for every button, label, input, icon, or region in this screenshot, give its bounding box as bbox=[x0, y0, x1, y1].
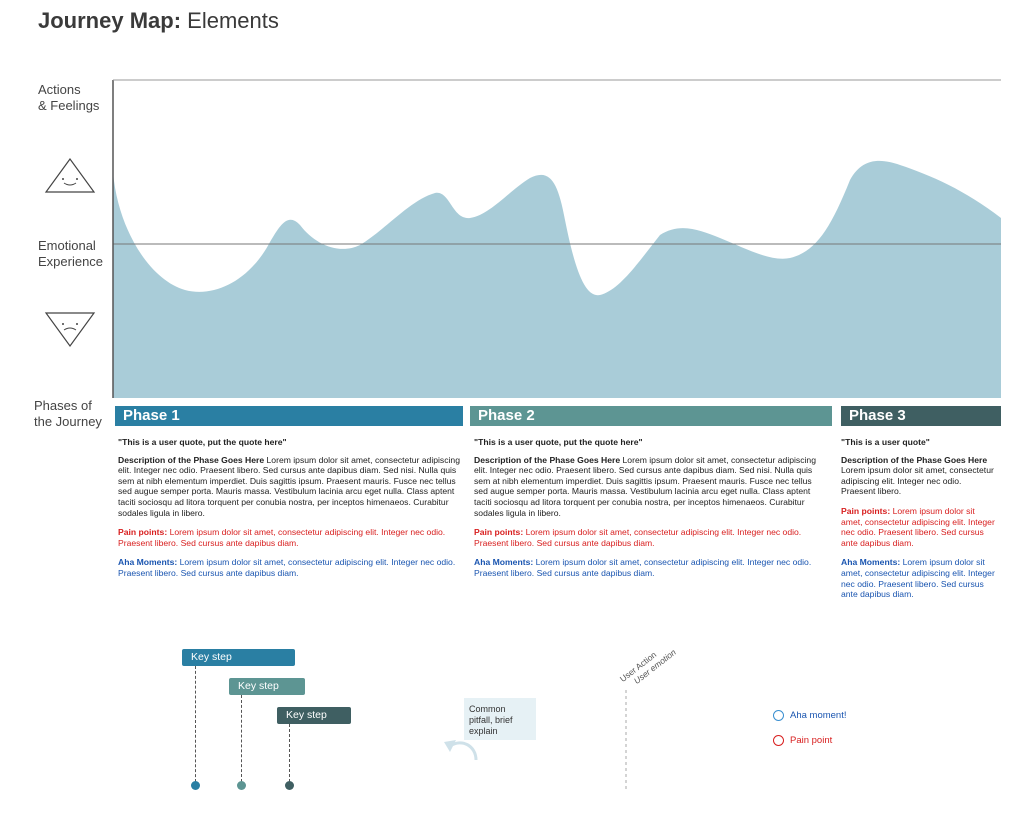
phase-1-desc-body: Lorem ipsum dolor sit amet, consectetur … bbox=[118, 454, 460, 518]
page-title: Journey Map: Elements bbox=[38, 8, 279, 34]
actions-label-line: Actions bbox=[38, 82, 81, 97]
common-pitfall-box: Common pitfall, brief explain bbox=[464, 698, 536, 740]
phase-2-pain-body: Lorem ipsum dolor sit amet, consectetur … bbox=[474, 527, 802, 548]
phase-bar-2: Phase 2 bbox=[470, 406, 832, 426]
key-step-3-dot bbox=[285, 781, 294, 790]
key-step-1: Key step bbox=[182, 649, 295, 666]
phase-3-pain-label: Pain points: bbox=[841, 505, 891, 516]
page-title-bold: Journey Map: bbox=[38, 8, 182, 33]
phase-3-quote: "This is a user quote" bbox=[841, 437, 930, 447]
phase-2-desc-title: Description of the Phase Goes Here bbox=[474, 454, 621, 465]
emotional-label-line: Emotional bbox=[38, 238, 96, 253]
experience-label-line: Experience bbox=[38, 254, 104, 269]
phase-3-aha-moments: Aha Moments: Lorem ipsum dolor sit amet,… bbox=[841, 557, 996, 599]
phases-journey-label: Phases of the Journey bbox=[34, 398, 102, 430]
phase-1-pain-body: Lorem ipsum dolor sit amet, consectetur … bbox=[118, 527, 446, 548]
phase-3-desc-title: Description of the Phase Goes Here bbox=[841, 454, 988, 465]
actions-feelings-label: Actions & Feelings bbox=[38, 82, 99, 114]
phase-3-aha-label: Aha Moments: bbox=[841, 557, 901, 568]
phases-label-line: Phases of bbox=[34, 398, 92, 413]
emotion-curve-area bbox=[113, 160, 1001, 398]
phase-2-quote: "This is a user quote, put the quote her… bbox=[474, 437, 643, 447]
phase-1-aha-body: Lorem ipsum dolor sit amet, consectetur … bbox=[118, 557, 456, 578]
phase-1-aha-label: Aha Moments: bbox=[118, 557, 178, 568]
emotional-experience-label: Emotional Experience bbox=[38, 238, 103, 270]
key-step-1-stem bbox=[195, 666, 196, 782]
key-step-2: Key step bbox=[229, 678, 305, 695]
phase-2-aha-body: Lorem ipsum dolor sit amet, consectetur … bbox=[474, 557, 812, 578]
phase-2-description: Description of the Phase Goes Here Lorem… bbox=[474, 455, 826, 519]
key-step-1-dot bbox=[191, 781, 200, 790]
phase-2-pain-label: Pain points: bbox=[474, 527, 524, 538]
phase-3-details: "This is a user quote" Description of th… bbox=[841, 437, 996, 600]
key-step-3: Key step bbox=[277, 707, 351, 724]
page-title-rest: Elements bbox=[181, 8, 279, 33]
phase-1-aha-moments: Aha Moments: Lorem ipsum dolor sit amet,… bbox=[118, 557, 461, 578]
key-step-2-stem bbox=[241, 695, 242, 782]
phase-2-pain-points: Pain points: Lorem ipsum dolor sit amet,… bbox=[474, 527, 826, 548]
phase-3-description: Description of the Phase Goes Here Lorem… bbox=[841, 455, 996, 497]
pitfall-arrow-head bbox=[444, 740, 456, 752]
pain-point-circle-icon bbox=[773, 735, 784, 746]
phase-1-quote: "This is a user quote, put the quote her… bbox=[118, 437, 287, 447]
feelings-label-line: & Feelings bbox=[38, 98, 100, 113]
happy-triangle-icon bbox=[44, 157, 96, 193]
phase-3-aha-body: Lorem ipsum dolor sit amet, consectetur … bbox=[841, 557, 995, 600]
phase-3-pain-body: Lorem ipsum dolor sit amet, consectetur … bbox=[841, 505, 995, 548]
phase-3-pain-points: Pain points: Lorem ipsum dolor sit amet,… bbox=[841, 506, 996, 548]
key-step-2-dot bbox=[237, 781, 246, 790]
sad-triangle-icon bbox=[44, 312, 96, 348]
phase-2-aha-label: Aha Moments: bbox=[474, 557, 534, 568]
phase-2-desc-body: Lorem ipsum dolor sit amet, consectetur … bbox=[474, 454, 816, 518]
key-step-3-stem bbox=[289, 724, 290, 782]
aha-moment-legend: Aha moment! bbox=[790, 710, 847, 721]
phase-1-pain-points: Pain points: Lorem ipsum dolor sit amet,… bbox=[118, 527, 461, 548]
phase-1-description: Description of the Phase Goes Here Lorem… bbox=[118, 455, 461, 519]
pain-point-legend: Pain point bbox=[790, 735, 833, 746]
phase-bar-3: Phase 3 bbox=[841, 406, 1001, 426]
phase-2-aha-moments: Aha Moments: Lorem ipsum dolor sit amet,… bbox=[474, 557, 826, 578]
phase-2-details: "This is a user quote, put the quote her… bbox=[474, 437, 826, 579]
pitfall-curve-arrow bbox=[449, 741, 478, 761]
journey-label-line: the Journey bbox=[34, 414, 102, 429]
phase-1-pain-label: Pain points: bbox=[118, 527, 168, 538]
phase-bar-1: Phase 1 bbox=[115, 406, 463, 426]
aha-moment-circle-icon bbox=[773, 710, 784, 721]
phase-3-desc-body: Lorem ipsum dolor sit amet, consectetur … bbox=[841, 465, 994, 497]
phase-1-desc-title: Description of the Phase Goes Here bbox=[118, 454, 265, 465]
phase-1-details: "This is a user quote, put the quote her… bbox=[118, 437, 461, 579]
